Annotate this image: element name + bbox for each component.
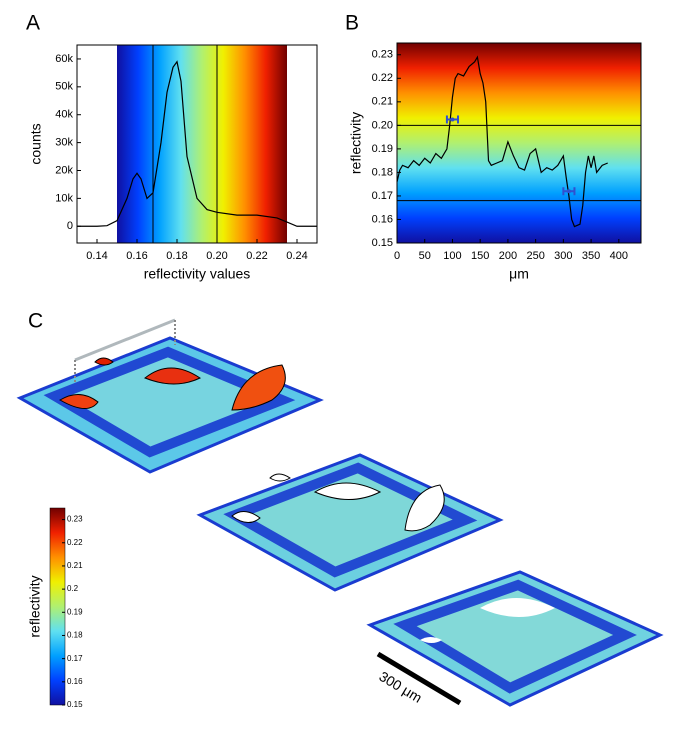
colormap-band — [117, 45, 287, 243]
y-tick-label: 0.19 — [372, 143, 393, 155]
colormap-band — [397, 43, 641, 243]
y-tick-label: 0.15 — [67, 700, 83, 709]
x-tick-label: 50 — [419, 250, 431, 262]
y-tick-label: 0.2 — [67, 584, 79, 593]
y-tick-label: 0.16 — [372, 213, 393, 225]
x-tick-label: 150 — [471, 250, 489, 262]
x-tick-label: 0.24 — [286, 250, 307, 262]
marker — [566, 189, 571, 194]
y-axis-label: reflectivity — [348, 112, 364, 174]
marker — [450, 117, 455, 122]
y-tick-label: 20k — [55, 164, 73, 176]
y-tick-label: 0.18 — [372, 166, 393, 178]
data-line — [77, 60, 317, 227]
y-tick-label: 0 — [67, 220, 73, 232]
y-tick-label: 0.21 — [372, 96, 393, 108]
x-tick-label: 0.16 — [126, 250, 147, 262]
y-tick-label: 60k — [55, 53, 73, 65]
x-tick-label: 100 — [443, 250, 461, 262]
x-tick-label: 0 — [394, 250, 400, 262]
y-tick-label: 0.22 — [372, 72, 393, 84]
y-tick-label: 0.22 — [67, 538, 83, 547]
x-tick-label: 350 — [582, 250, 600, 262]
y-axis-label: counts — [28, 123, 44, 164]
y-tick-label: 0.18 — [67, 631, 83, 640]
x-tick-label: 0.14 — [86, 250, 107, 262]
x-tick-label: 0.20 — [206, 250, 227, 262]
y-tick-label: 0.15 — [372, 237, 393, 249]
y-tick-label: 0.21 — [67, 561, 83, 570]
scale-bar — [376, 651, 462, 706]
surface-3 — [366, 570, 664, 707]
x-axis-label: reflectivity values — [144, 266, 251, 282]
y-tick-label: 0.20 — [372, 119, 393, 131]
y-tick-label: 0.17 — [372, 190, 393, 202]
axes-frame — [76, 44, 318, 244]
x-axis-label: μm — [509, 266, 529, 282]
colorbar-label: reflectivity — [27, 575, 43, 637]
surface-1 — [16, 318, 324, 474]
axes-frame — [396, 42, 642, 244]
y-tick-label: 10k — [55, 192, 73, 204]
y-tick-label: 30k — [55, 137, 73, 149]
surface-2 — [196, 453, 504, 592]
y-tick-label: 0.23 — [67, 515, 83, 524]
panel-label: B — [345, 12, 359, 35]
data-line — [396, 55, 608, 228]
y-tick-label: 40k — [55, 109, 73, 121]
x-tick-label: 0.18 — [166, 250, 187, 262]
scale-label: 300 μm — [376, 668, 425, 706]
y-tick-label: 0.23 — [372, 49, 393, 61]
x-tick-label: 400 — [610, 250, 628, 262]
panel-label: A — [26, 12, 40, 35]
x-tick-label: 300 — [554, 250, 572, 262]
colorbar — [49, 507, 66, 706]
x-tick-label: 250 — [526, 250, 544, 262]
panel-label: C — [28, 310, 43, 333]
y-tick-label: 0.17 — [67, 654, 83, 663]
y-tick-label: 50k — [55, 81, 73, 93]
x-tick-label: 200 — [499, 250, 517, 262]
y-tick-label: 0.16 — [67, 677, 83, 686]
y-tick-label: 0.19 — [67, 607, 83, 616]
x-tick-label: 0.22 — [246, 250, 267, 262]
